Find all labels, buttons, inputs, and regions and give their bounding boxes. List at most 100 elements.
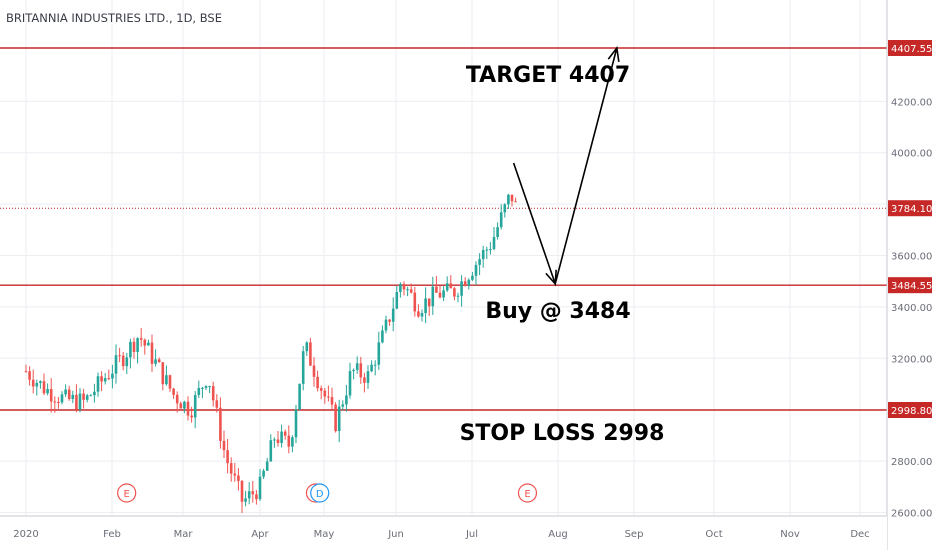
candle-body <box>467 279 471 286</box>
x-tick-label: May <box>314 529 335 540</box>
candle-body <box>355 363 359 370</box>
x-tick-label: Sep <box>625 529 644 540</box>
candle-body <box>64 389 67 395</box>
y-tick-label: 3600.00 <box>891 252 932 263</box>
candle-body <box>283 431 287 436</box>
price-level-badge <box>888 277 932 294</box>
candle-body <box>57 401 60 403</box>
candle-body <box>89 395 93 397</box>
candle-body <box>265 461 269 471</box>
x-tick-label: Mar <box>174 529 194 540</box>
candle-body <box>251 491 255 495</box>
candle-body <box>319 388 323 391</box>
marker-label: E <box>124 489 130 500</box>
candle-body <box>139 338 143 340</box>
candle-body <box>507 194 510 205</box>
candle-body <box>463 281 467 286</box>
candle-body <box>366 371 370 383</box>
candle-body <box>460 281 463 296</box>
candle-body <box>247 491 251 499</box>
candle-body <box>201 387 204 389</box>
price-level-badge-label: 4407.55 <box>891 44 932 55</box>
price-level-badge-label: 3784.10 <box>891 204 932 215</box>
candle-body <box>427 298 431 307</box>
x-tick-label: Jul <box>465 529 478 540</box>
candle-body <box>312 365 316 377</box>
candle-body <box>93 391 96 396</box>
candle-body <box>226 450 229 464</box>
candle-body <box>96 376 100 392</box>
candle-body <box>121 355 125 367</box>
candle-body <box>24 371 28 373</box>
candle-body <box>82 393 85 400</box>
price-axis[interactable]: 2600.002800.003000.003200.003400.003600.… <box>886 0 932 550</box>
y-tick-label: 3400.00 <box>891 303 932 314</box>
candle-body <box>370 364 373 372</box>
time-axis[interactable]: 2020 Feb Mar Apr May Jun Jul Aug Sep Oct Nov Dec <box>0 515 887 550</box>
candle-body <box>215 400 219 408</box>
candle-body <box>125 357 129 367</box>
dividend-marker <box>310 483 330 503</box>
y-tick-label: 2800.00 <box>891 457 932 468</box>
x-tick-label: Apr <box>251 529 269 540</box>
price-levels <box>0 47 887 411</box>
candle-body <box>49 389 53 402</box>
candle-body <box>399 284 402 293</box>
candle-body <box>420 313 424 317</box>
candle-body <box>78 393 82 410</box>
candle-body <box>168 375 172 389</box>
candle-body <box>103 378 107 382</box>
candle-body <box>28 371 31 380</box>
candle-body <box>456 295 460 297</box>
price-level-badge <box>888 402 932 418</box>
annotations: TARGET 4407 Buy @ 3484 STOP LOSS 2998 <box>460 63 665 446</box>
candles <box>24 193 517 514</box>
candle-body <box>35 382 39 387</box>
candle-body <box>438 292 442 298</box>
candle-body <box>31 379 35 387</box>
candle-body <box>85 395 89 400</box>
x-tick-label: Feb <box>103 529 121 540</box>
candle-body <box>39 381 42 383</box>
candle-body <box>373 364 377 366</box>
candle-body <box>147 342 150 346</box>
earnings-marker <box>517 483 538 503</box>
x-tick-label: Aug <box>548 529 568 540</box>
candle-body <box>269 440 273 462</box>
candle-body <box>309 342 312 366</box>
candle-body <box>129 341 132 358</box>
candle-body <box>492 236 496 250</box>
candle-body <box>100 376 103 382</box>
y-tick-label: 3200.00 <box>891 354 932 365</box>
candle-body <box>363 377 366 383</box>
candle-body <box>71 394 75 400</box>
candle-body <box>453 288 456 297</box>
candle-body <box>352 369 355 372</box>
y-tick-label: 4000.00 <box>891 149 932 160</box>
price-axis-bg <box>887 0 932 550</box>
candle-body <box>75 394 78 410</box>
candle-body <box>316 376 319 389</box>
candle-body <box>327 396 330 398</box>
candle-body <box>179 403 183 409</box>
candle-body <box>244 498 247 502</box>
candle-body <box>190 415 193 418</box>
candle-body <box>341 404 345 407</box>
candle-body <box>107 378 111 380</box>
candle-body <box>323 390 327 397</box>
candle-body <box>219 407 222 441</box>
candle-body <box>157 359 161 363</box>
gridlines <box>0 0 887 516</box>
candle-body <box>154 359 157 364</box>
candle-body <box>60 394 64 403</box>
candle-body <box>161 362 165 385</box>
candle-body <box>474 264 478 276</box>
candle-body <box>409 289 413 293</box>
price-level-badge <box>888 200 932 217</box>
candle-body <box>330 397 334 405</box>
candle-body <box>287 435 291 447</box>
candle-body <box>395 292 399 309</box>
candle-body <box>431 286 435 307</box>
price-level-badge <box>888 40 932 56</box>
